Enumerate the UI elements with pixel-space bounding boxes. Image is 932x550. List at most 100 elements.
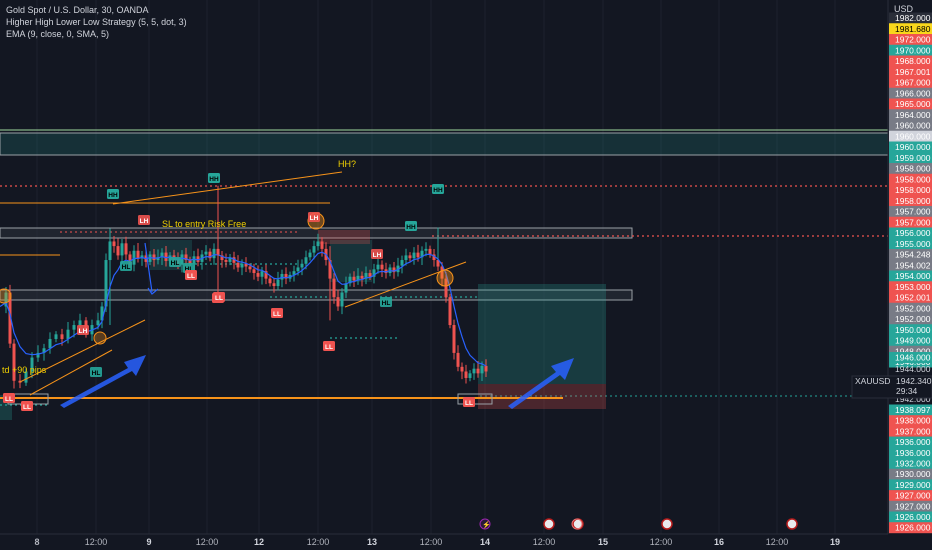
us-flag-event-icon[interactable]	[543, 518, 555, 530]
price-tag	[889, 66, 932, 78]
price-tick-label: 1958.000	[895, 174, 931, 184]
trend-line[interactable]	[112, 171, 343, 205]
candle-body	[124, 243, 128, 255]
time-axis[interactable]: 8 12:00 9 12:00 12 12:00 13 12:00 14 12:00 15 12:00…	[0, 533, 888, 547]
price-tag	[889, 23, 932, 35]
candle-body	[196, 256, 200, 262]
price-tag	[889, 12, 932, 24]
symbol-title[interactable]: Gold Spot / U.S. Dollar, 30, OANDA	[6, 5, 149, 15]
trend-line[interactable]	[19, 319, 146, 383]
candle-body	[460, 366, 464, 372]
price-tag	[889, 216, 932, 228]
pivot-ll-badge	[463, 397, 475, 407]
pivot-hl-label: HL	[122, 264, 131, 271]
price-tick-label: 1957.000	[895, 217, 931, 227]
pivot-hh-label: HH	[406, 224, 416, 231]
candle-body	[380, 264, 384, 270]
candle-body	[116, 246, 120, 256]
current-price-box[interactable]	[851, 375, 932, 399]
candle-body	[72, 325, 76, 330]
currency-label[interactable]: USD	[894, 4, 914, 14]
candle-body	[78, 320, 82, 326]
price-tick-label: 1936.000	[895, 437, 931, 447]
us-flag-event-icon-stack	[571, 518, 583, 530]
time-tick-label: 8	[34, 537, 39, 547]
price-tag	[889, 522, 932, 534]
current-price: 1942.340	[896, 376, 932, 386]
price-tag	[889, 141, 932, 153]
price-tick-label: 1942.000	[895, 394, 931, 404]
price-tag	[889, 238, 932, 250]
price-tick-label: 1959.000	[895, 153, 931, 163]
pivot-ll-label: LL	[23, 404, 31, 411]
us-flag-event-icon[interactable]	[786, 518, 798, 530]
pivot-lh-badge	[371, 249, 383, 259]
candle-body	[112, 241, 116, 247]
price-tag	[889, 447, 932, 459]
pivot-ll-badge	[185, 270, 197, 280]
trend-line[interactable]	[344, 261, 467, 308]
indicator-hhll[interactable]: Higher High Lower Low Strategy (5, 5, do…	[6, 17, 187, 27]
support-zone[interactable]	[0, 289, 633, 301]
candle-body	[204, 251, 208, 255]
candle-body	[24, 371, 28, 383]
pivot-ll-label: LL	[273, 311, 281, 318]
pivot-hh-badge	[208, 173, 220, 183]
event-markers[interactable]: ⚡	[479, 518, 798, 530]
price-tag	[889, 292, 932, 303]
price-tick-label: 1958.000	[895, 185, 931, 195]
price-axis[interactable]: USD 1982.0001981.6801972.0001970.0001968…	[851, 0, 932, 534]
price-tick-label: 1956.000	[895, 228, 931, 238]
price-tick-label: 1927.000	[895, 491, 931, 501]
candle-body	[440, 266, 444, 279]
candle-body	[240, 263, 244, 268]
candle-body	[164, 252, 168, 261]
candle-body	[436, 260, 440, 267]
grid	[36, 0, 836, 534]
indicator-ema[interactable]: EMA (9, close, 0, SMA, 5)	[6, 29, 110, 39]
candle-body	[280, 273, 284, 280]
candle-body	[160, 252, 164, 258]
price-tick-label: 1948.000	[895, 346, 931, 356]
price-tick-label: 1936.000	[895, 448, 931, 458]
pivot-hl-label: HL	[92, 370, 101, 377]
lightning-event-icon[interactable]	[479, 518, 491, 530]
pivot-lh-label: LH	[79, 328, 88, 335]
price-tag	[889, 77, 932, 88]
price-tag	[889, 415, 932, 427]
time-tick-label: 13	[367, 537, 377, 547]
supply-zone[interactable]	[0, 132, 889, 156]
price-tag	[889, 335, 932, 346]
price-tag	[889, 270, 932, 282]
candle-body	[400, 260, 404, 266]
trend-line[interactable]	[29, 349, 113, 396]
us-flag-event-icon[interactable]	[661, 518, 673, 530]
candle-body	[184, 254, 188, 261]
candle-body	[104, 260, 108, 307]
price-tag	[889, 490, 932, 502]
price-tick-label: 1937.000	[895, 426, 931, 436]
time-tick-label: 16	[714, 537, 724, 547]
pivot-hl-label: HL	[185, 266, 194, 273]
long-position-target[interactable]	[478, 284, 606, 384]
candle-body	[264, 271, 268, 279]
price-tick-label: 1967.000	[895, 78, 931, 88]
candle-body	[304, 257, 308, 264]
price-tick-label: 1929.000	[895, 480, 931, 490]
candle-body	[60, 334, 64, 339]
price-tick-label: 1952.001	[895, 293, 931, 303]
candle-body	[12, 343, 16, 381]
price-tag	[889, 511, 932, 523]
long-position-stop[interactable]	[478, 384, 606, 409]
up-arrow	[508, 358, 574, 409]
resistance-zone[interactable]	[0, 227, 633, 239]
time-tick-label: 15	[598, 537, 608, 547]
time-tick-label: 19	[830, 537, 840, 547]
price-tag	[889, 44, 932, 56]
time-tick-label: 12:00	[85, 537, 108, 547]
candle-body	[344, 283, 348, 293]
pivot-hh-label: HH	[209, 176, 219, 183]
candle-body	[292, 271, 296, 275]
